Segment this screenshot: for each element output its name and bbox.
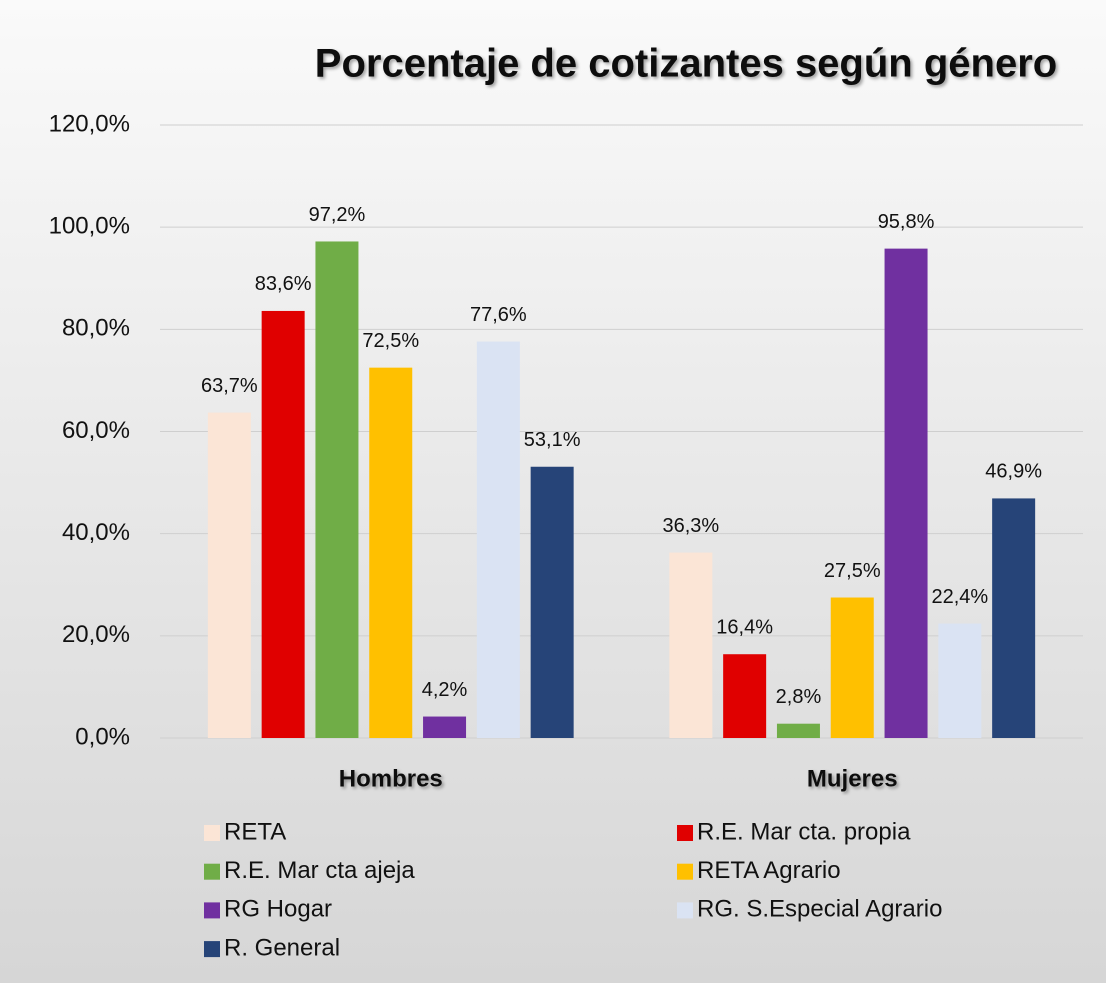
data-label: 83,6% <box>255 273 312 295</box>
bar <box>315 241 359 738</box>
y-tick-label: 100,0% <box>49 213 130 240</box>
data-label: 22,4% <box>931 586 988 608</box>
y-tick-label: 120,0% <box>49 110 130 137</box>
data-label: 72,5% <box>362 330 419 352</box>
legend-swatch <box>204 825 220 841</box>
legend-swatch <box>204 941 220 958</box>
legend-label: R. General <box>224 934 340 961</box>
data-label: 4,2% <box>422 679 468 701</box>
legend-label: RETA <box>224 818 286 845</box>
y-tick-label: 40,0% <box>62 519 130 546</box>
legend-label: RG Hogar <box>224 896 332 923</box>
legend-swatch <box>677 902 693 919</box>
data-label: 36,3% <box>662 515 719 537</box>
data-label: 77,6% <box>470 304 527 326</box>
y-tick-label: 80,0% <box>62 315 130 342</box>
y-tick-label: 0,0% <box>75 723 130 750</box>
bar <box>207 412 251 738</box>
chart-title: Porcentaje de cotizantes según género <box>315 42 1057 86</box>
legend-swatch <box>204 863 220 880</box>
legend-label: R.E. Mar cta. propia <box>697 818 911 845</box>
data-label: 27,5% <box>824 560 881 582</box>
legend-swatch <box>677 825 693 841</box>
x-tick-label: Mujeres <box>807 765 898 792</box>
bar <box>723 654 767 738</box>
bar <box>369 367 413 738</box>
y-tick-label: 20,0% <box>62 621 130 648</box>
bar <box>884 248 928 738</box>
y-tick-label: 60,0% <box>62 417 130 444</box>
bar <box>261 310 305 738</box>
x-tick-label: Hombres <box>339 765 443 792</box>
bar <box>530 466 574 738</box>
bar <box>938 623 982 738</box>
bar <box>776 723 820 738</box>
bar <box>476 341 520 738</box>
data-label: 97,2% <box>309 204 366 226</box>
data-label: 53,1% <box>524 429 581 451</box>
data-label: 46,9% <box>985 461 1042 483</box>
bar <box>992 498 1036 738</box>
legend-swatch <box>677 863 693 880</box>
data-label: 2,8% <box>776 686 822 708</box>
data-label: 63,7% <box>201 375 258 397</box>
legend-label: R.E. Mar cta ajeja <box>224 857 415 884</box>
legend-label: RETA Agrario <box>697 857 841 884</box>
legend-swatch <box>204 902 220 919</box>
legend-label: RG. S.Especial Agrario <box>697 896 942 923</box>
bar <box>423 716 467 738</box>
data-label: 16,4% <box>716 617 773 639</box>
data-label: 95,8% <box>878 211 935 233</box>
bar <box>830 597 874 738</box>
bar <box>669 552 713 738</box>
